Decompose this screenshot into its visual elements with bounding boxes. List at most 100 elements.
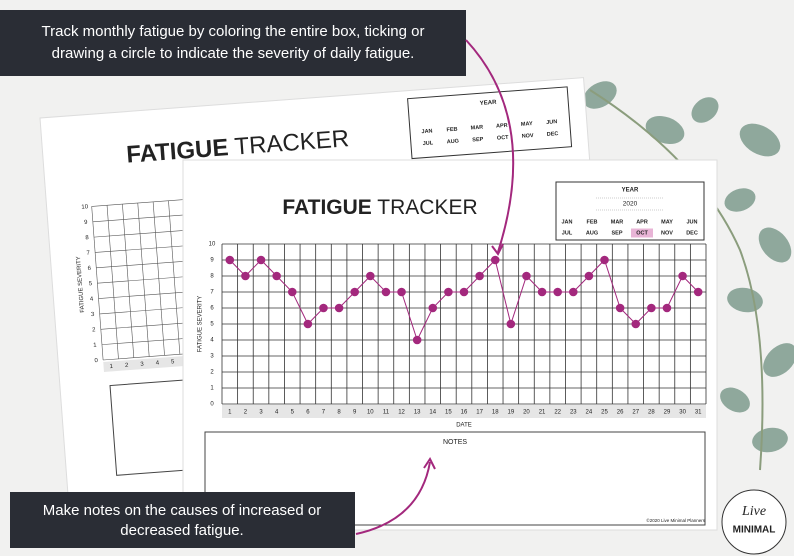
callout-text: Track monthly fatigue by coloring the en… — [42, 23, 425, 40]
year-label: YEAR — [480, 100, 498, 107]
point — [272, 271, 281, 281]
point — [553, 287, 562, 297]
year-label: YEAR — [622, 188, 639, 194]
date-band — [222, 405, 706, 418]
year-box — [555, 181, 705, 241]
back-x-tick: 3 — [140, 362, 144, 368]
month: JUL — [423, 140, 434, 147]
point — [397, 287, 406, 297]
month: APR — [636, 219, 648, 225]
x-tick-label: 12 — [398, 410, 405, 416]
y-tick-label: 5 — [210, 322, 214, 328]
y-tick-label: 2 — [210, 370, 214, 376]
back-y-tick: 5 — [89, 281, 93, 287]
point — [287, 287, 297, 297]
y-axis-label: FATIGUE SEVERITY — [198, 296, 204, 353]
x-tick-label: 22 — [554, 410, 561, 416]
point — [303, 319, 313, 329]
month: MAY — [521, 121, 533, 128]
point — [444, 287, 453, 297]
back-y-tick: 9 — [84, 220, 88, 226]
x-tick-label: 27 — [632, 410, 639, 416]
month: OCT — [497, 135, 510, 142]
back-y-tick: 6 — [87, 266, 91, 272]
point — [522, 271, 531, 281]
back-column-line — [91, 206, 104, 361]
point — [256, 255, 266, 265]
y-tick-label: 10 — [209, 242, 216, 248]
back-x-tick: 5 — [171, 359, 175, 365]
arrow-head — [491, 243, 504, 256]
x-axis-label: DATE — [456, 423, 472, 429]
point — [506, 319, 516, 329]
back-column-line — [168, 200, 181, 355]
arrow — [355, 461, 431, 535]
point — [350, 287, 360, 297]
title-bold: FATIGUE — [282, 196, 371, 219]
point — [584, 271, 594, 281]
month: OCT — [636, 230, 648, 236]
month: AUG — [586, 230, 598, 236]
month: JAN — [561, 219, 572, 225]
year: 2020 — [623, 201, 638, 208]
month: JAN — [421, 128, 432, 135]
sheet-title: FATIGUE TRACKER — [282, 196, 477, 219]
back-y-tick: 0 — [94, 358, 98, 364]
month: FEB — [446, 127, 457, 134]
x-tick-label: 28 — [648, 410, 655, 416]
x-tick-label: 5 — [291, 410, 295, 416]
y-tick-label: 6 — [210, 306, 214, 312]
point — [647, 303, 656, 313]
month: SEP — [472, 137, 484, 144]
x-tick-label: 3 — [259, 410, 263, 416]
front-sheet: NOTES ©2020 Live Minimal Planners YEAR20… — [182, 159, 718, 531]
point — [334, 303, 344, 313]
point — [490, 255, 500, 265]
callout-top-box — [0, 10, 466, 76]
point — [615, 303, 625, 313]
month: AUG — [447, 138, 460, 145]
point — [693, 287, 703, 297]
x-tick-label: 14 — [429, 410, 436, 416]
x-tick-label: 9 — [353, 410, 357, 416]
x-tick-label: 15 — [445, 410, 452, 416]
callout-text: decreased fatigue. — [120, 522, 243, 539]
back-x-tick: 1 — [109, 364, 113, 370]
x-tick-label: 1 — [228, 410, 232, 416]
back-year-box — [407, 86, 573, 160]
x-tick-label: 17 — [476, 410, 483, 416]
x-tick-label: 30 — [679, 410, 686, 416]
point — [412, 335, 422, 345]
x-tick-label: 20 — [523, 410, 530, 416]
y-tick-label: 4 — [210, 338, 214, 344]
x-tick-label: 7 — [322, 410, 326, 416]
back-column-line — [152, 201, 165, 356]
back-y-tick: 7 — [86, 250, 90, 256]
y-tick-label: 1 — [210, 386, 214, 392]
x-tick-label: 4 — [275, 410, 279, 416]
back-y-tick: 8 — [85, 235, 89, 241]
back-y-label: FATIGUE SEVERITY — [76, 256, 86, 313]
point — [600, 255, 609, 265]
point — [568, 287, 578, 297]
x-tick-label: 23 — [570, 410, 577, 416]
x-tick-label: 6 — [306, 410, 310, 416]
month: JUN — [546, 119, 557, 126]
month: DEC — [686, 230, 698, 236]
back-x-tick: 4 — [156, 360, 160, 366]
title-light: TRACKER — [377, 196, 477, 219]
back-y-tick: 10 — [81, 204, 89, 211]
month: MAR — [611, 219, 624, 225]
point — [381, 287, 391, 297]
point — [631, 319, 641, 329]
x-tick-label: 18 — [492, 410, 499, 416]
back-y-tick: 2 — [92, 327, 96, 333]
point — [662, 303, 672, 313]
back-column-line — [122, 204, 135, 358]
y-tick-label: 0 — [210, 402, 214, 408]
x-tick-label: 25 — [601, 410, 608, 416]
month: NOV — [522, 133, 535, 140]
logo-script: Live — [741, 504, 766, 519]
x-tick-label: 11 — [383, 410, 390, 416]
